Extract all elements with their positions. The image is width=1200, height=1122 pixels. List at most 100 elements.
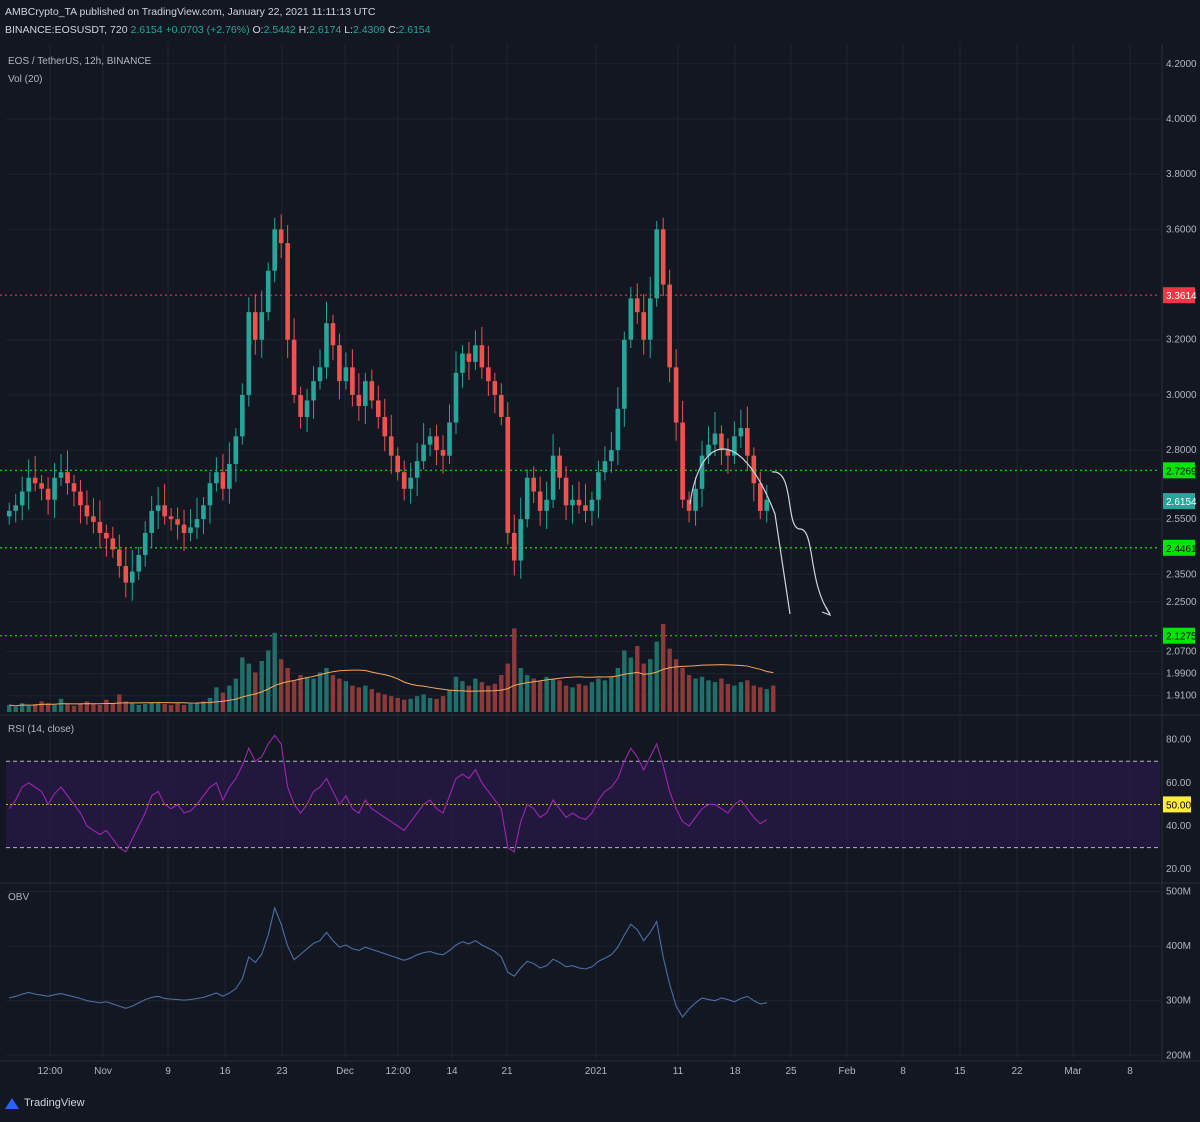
volume-bar: [143, 704, 148, 712]
candle-body: [227, 463, 232, 489]
volume-bar: [751, 685, 757, 712]
candle-body: [589, 499, 595, 511]
volume-bar: [505, 663, 510, 712]
candle-body: [693, 488, 698, 511]
candle-body: [162, 505, 167, 517]
candle-body: [473, 345, 478, 362]
projection-arc: [689, 448, 791, 615]
candle-body: [188, 527, 193, 533]
candle-body: [537, 491, 543, 511]
volume-bar: [19, 703, 25, 712]
candle-body: [745, 428, 750, 456]
price-label-bg: [1163, 287, 1195, 304]
candle-body: [725, 450, 731, 456]
price-axis-tick: 3.8000: [1166, 169, 1197, 180]
volume-bar: [725, 683, 731, 712]
volume-bar: [188, 704, 193, 712]
candle-body: [6, 510, 12, 517]
volume-bar: [473, 678, 478, 712]
price-label-resistance: 3.3614: [1166, 291, 1197, 302]
candle-body: [45, 488, 51, 500]
volume-bar: [278, 659, 284, 712]
candle-body: [576, 499, 582, 506]
candle-body: [265, 270, 271, 313]
brand-name: TradingView: [24, 1097, 85, 1109]
volume-bar: [499, 675, 504, 712]
volume-bar: [110, 703, 116, 712]
low-value: 2.4309: [352, 24, 386, 36]
volume-bar: [492, 683, 498, 712]
time-axis-tick: Nov: [94, 1066, 112, 1077]
volume-bar: [414, 696, 420, 712]
obv-pane-title: OBV: [8, 892, 29, 903]
volume-bar: [408, 698, 413, 712]
volume-bar: [576, 683, 582, 712]
chart-canvas[interactable]: 4.2000 4.0000 3.8000 3.6000 3.2000 3.0000 2.80…: [0, 44, 1200, 1088]
volume-bar: [45, 703, 51, 712]
volume-bar: [52, 704, 57, 712]
candle-body: [330, 323, 336, 346]
time-axis-tick: 23: [276, 1066, 288, 1077]
tradingview-logo[interactable]: TradingView: [4, 1096, 85, 1110]
open-label: O:: [252, 24, 264, 36]
volume-bar: [78, 703, 83, 712]
candle-body: [32, 477, 38, 484]
candle-body: [117, 549, 122, 567]
rsi-axis-tick: 20.00: [1166, 864, 1191, 875]
price-axis-tick: 1.9100: [1166, 691, 1197, 702]
time-axis-tick: 22: [1011, 1066, 1023, 1077]
candle-body: [343, 367, 349, 382]
low-label: L:: [344, 24, 353, 36]
candle-body: [667, 284, 672, 368]
candle-body: [39, 483, 44, 489]
price-label-last: 2.6154: [1166, 497, 1197, 508]
volume-bar: [673, 659, 679, 712]
time-axis-tick: 2021: [585, 1066, 608, 1077]
rsi-pane-title: RSI (14, close): [8, 724, 74, 735]
candle-body: [531, 477, 536, 492]
rsi-axis-tick: 60.00: [1166, 778, 1191, 789]
volume-bar: [628, 657, 633, 712]
candle-body: [453, 372, 459, 423]
volume-bar: [285, 668, 290, 712]
volume-bar: [136, 704, 141, 712]
candle-body: [660, 229, 666, 285]
volume-bar: [563, 685, 569, 712]
volume-bar: [214, 687, 219, 712]
price-axis-tick: 3.6000: [1166, 224, 1197, 235]
volume-bar: [764, 689, 769, 712]
footer: TradingView: [0, 1088, 1200, 1122]
candle-body: [408, 477, 413, 489]
volume-bar: [641, 663, 646, 712]
candle-body: [609, 450, 614, 462]
candle-body: [505, 417, 511, 533]
obv-axis-tick: 500M: [1166, 886, 1191, 897]
candle-body: [91, 516, 96, 522]
time-axis-tick: Dec: [336, 1066, 354, 1077]
close-value: 2.6154: [398, 24, 431, 36]
price-axis-tick: 2.8000: [1166, 445, 1197, 456]
candle-body: [181, 524, 187, 533]
volume-bar: [648, 659, 653, 712]
volume-bar: [622, 650, 627, 712]
volume-bar: [207, 697, 213, 712]
candle-body: [246, 312, 252, 395]
candle-body: [460, 353, 465, 373]
volume-bar: [427, 697, 433, 712]
volume-bar: [602, 680, 608, 712]
volume-bar: [466, 685, 472, 712]
candle-body: [214, 472, 219, 484]
candle-body: [155, 505, 161, 511]
volume-bar: [201, 701, 206, 712]
candle-body: [686, 499, 692, 511]
publisher-line: AMBCrypto_TA published on TradingView.co…: [5, 6, 376, 18]
price-axis-tick: 2.0700: [1166, 647, 1197, 658]
volume-bar: [660, 624, 666, 712]
candle-body: [324, 323, 329, 368]
price-axis-tick: 2.3500: [1166, 569, 1197, 580]
candle-body: [486, 367, 491, 382]
volume-bar: [13, 706, 18, 712]
candle-body: [375, 400, 381, 418]
candle-body: [278, 229, 284, 244]
candle-body: [304, 400, 310, 418]
